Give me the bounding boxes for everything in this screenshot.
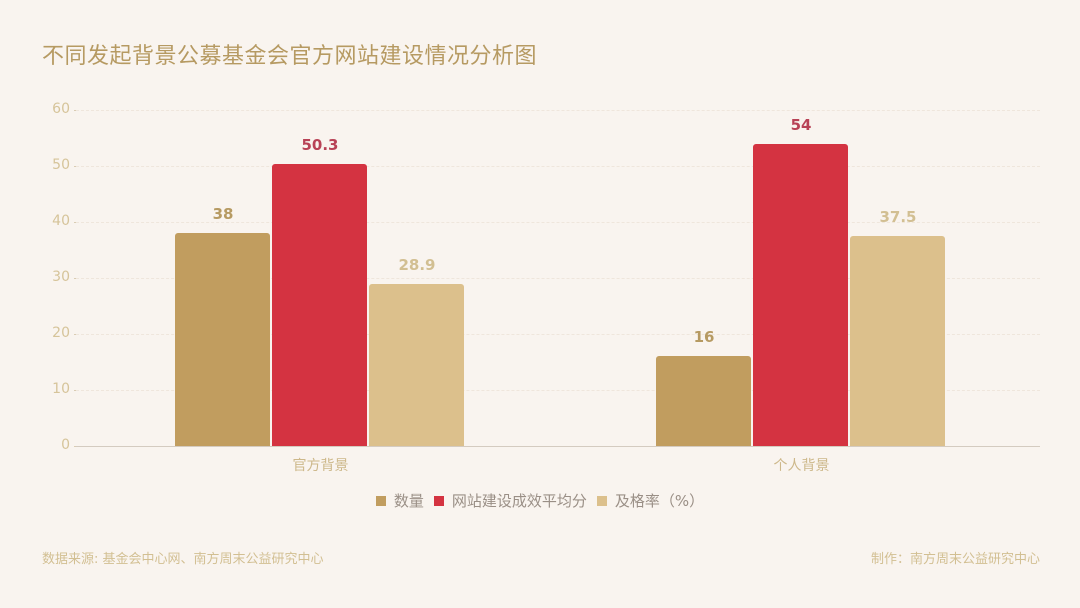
gridline	[76, 110, 1040, 111]
legend-label: 网站建设成效平均分	[451, 492, 587, 510]
bar-1-2	[850, 236, 945, 446]
value-label: 28.9	[398, 256, 436, 275]
legend-swatch	[375, 495, 386, 506]
y-tick-label: 40	[52, 213, 70, 229]
chart-title: 不同发起背景公募基金会官方网站建设情况分析图	[42, 44, 538, 69]
gridline	[76, 278, 1040, 279]
gridline	[76, 334, 1040, 335]
legend-item: 网站建设成效平均分	[433, 490, 587, 511]
value-label: 16	[693, 328, 715, 347]
bar-0-1	[272, 164, 367, 446]
legend-swatch	[433, 495, 444, 506]
value-label: 37.5	[879, 208, 917, 226]
value-label: 50.3	[301, 136, 339, 155]
y-tick-label: 20	[52, 325, 70, 341]
x-category-label: 个人背景	[773, 458, 830, 474]
legend-item: 及格率（%）	[596, 490, 705, 511]
y-tick-label: 10	[52, 381, 70, 397]
legend-item: 数量	[375, 490, 424, 511]
bar-0-2	[369, 284, 464, 446]
bar-1-0	[656, 356, 751, 446]
legend: 数量 网站建设成效平均分 及格率（%）	[0, 490, 1080, 511]
x-axis-line	[76, 446, 1040, 447]
gridline	[76, 166, 1040, 167]
y-tick-label: 0	[61, 437, 70, 453]
x-category-label: 官方背景	[292, 458, 349, 474]
credit: 制作：南方周末公益研究中心	[870, 552, 1040, 567]
bar-1-1	[753, 143, 848, 446]
legend-label: 及格率（%）	[614, 492, 705, 510]
y-tick-label: 60	[52, 101, 70, 117]
value-label: 54	[790, 115, 812, 134]
legend-label: 数量	[393, 492, 424, 510]
legend-swatch	[596, 495, 607, 506]
y-tick-label: 30	[52, 269, 70, 285]
gridline	[76, 222, 1040, 223]
y-tick-label: 50	[52, 157, 70, 173]
gridline	[76, 390, 1040, 391]
value-label: 38	[212, 205, 234, 224]
bar-0-0	[175, 233, 270, 446]
data-source: 数据来源: 基金会中心网、南方周末公益研究中心	[42, 552, 324, 567]
